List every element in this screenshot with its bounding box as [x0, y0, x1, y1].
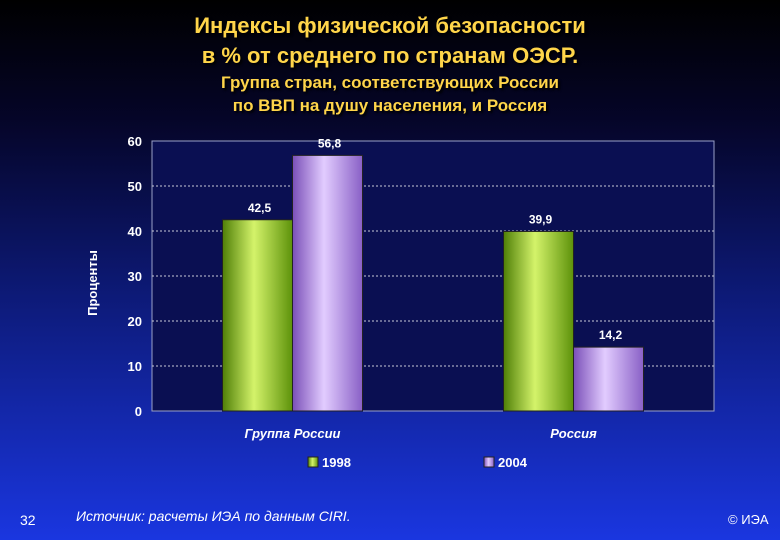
y-tick-label: 10: [128, 359, 142, 374]
source-note: Источник: расчеты ИЭА по данным CIRI.: [76, 508, 351, 524]
data-label: 14,2: [599, 328, 623, 342]
data-label: 56,8: [318, 136, 342, 150]
y-tick-label: 20: [128, 314, 142, 329]
x-tick-label: Россия: [550, 426, 597, 441]
y-tick-label: 0: [135, 404, 142, 419]
bar-1998-2: [503, 230, 574, 412]
page-title-line-2: в % от среднего по странам ОЭСР.: [201, 43, 579, 68]
legend-label: 2004: [498, 455, 528, 470]
bar-2004-1: [292, 154, 363, 412]
legend-swatch-2004: [483, 456, 495, 468]
data-label: 42,5: [248, 201, 272, 215]
legend-label: 1998: [322, 455, 351, 470]
y-tick-label: 60: [128, 134, 142, 149]
page-subtitle-line-2: по ВВП на душу населения, и Россия: [232, 96, 548, 115]
y-tick-label: 50: [128, 179, 142, 194]
legend-swatch-1998: [307, 456, 319, 468]
bar-2004-2: [573, 346, 644, 412]
copyright: © ИЭА: [728, 512, 769, 527]
y-tick-label: 40: [128, 224, 142, 239]
data-label: 39,9: [529, 212, 553, 226]
x-tick-label: Группа России: [245, 426, 341, 441]
bar-1998-1: [222, 219, 293, 412]
y-axis-label: Проценты: [85, 250, 100, 316]
y-tick-label: 30: [128, 269, 142, 284]
page-subtitle: Группа стран, соответствующих России: [221, 73, 559, 92]
page-title: Индексы физической безопасности: [194, 13, 586, 38]
slide-number: 32: [20, 512, 36, 528]
